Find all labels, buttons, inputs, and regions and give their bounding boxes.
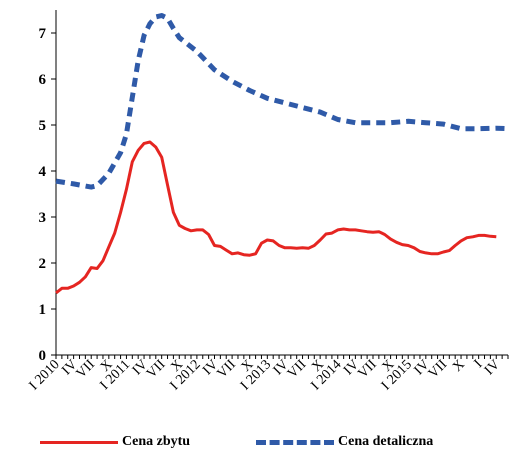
series-line-cena-detaliczna (55, 13, 509, 190)
y-tick-label: 4 (39, 164, 47, 180)
y-tick-label: 6 (39, 72, 47, 88)
y-tick-label: 3 (39, 210, 47, 226)
y-axis: 0 1 2 3 4 5 6 7 (39, 10, 57, 364)
x-tick-label: X (450, 357, 468, 375)
legend-label-cena-zbytu: Cena zbytu (122, 434, 191, 449)
series-line-cena-zbytu (55, 140, 497, 295)
x-tick-label: VII (285, 357, 310, 382)
legend-item-cena-zbytu: Cena zbytu (40, 430, 190, 454)
y-tick-label: 0 (39, 348, 47, 364)
y-tick-label: 1 (39, 302, 47, 318)
x-tick-label: IV (482, 357, 503, 378)
x-tick-label: VII (215, 357, 240, 382)
y-tick-label: 5 (39, 118, 47, 134)
y-tick-label: 7 (39, 26, 47, 42)
legend-item-cena-detaliczna: Cena detaliczna (256, 430, 433, 454)
x-tick-label: VII (426, 357, 451, 382)
x-tick-label: VII (144, 357, 169, 382)
y-tick-label: 2 (39, 256, 47, 272)
legend-swatch-cena-detaliczna (256, 439, 334, 445)
x-tick-label: VII (355, 357, 380, 382)
x-tick-label: VII (74, 357, 99, 382)
chart-legend: Cena zbytu Cena detaliczna (0, 430, 509, 460)
legend-label-cena-detaliczna: Cena detaliczna (338, 434, 434, 449)
series-layer (55, 13, 509, 295)
legend-swatch-cena-zbytu (40, 440, 118, 444)
